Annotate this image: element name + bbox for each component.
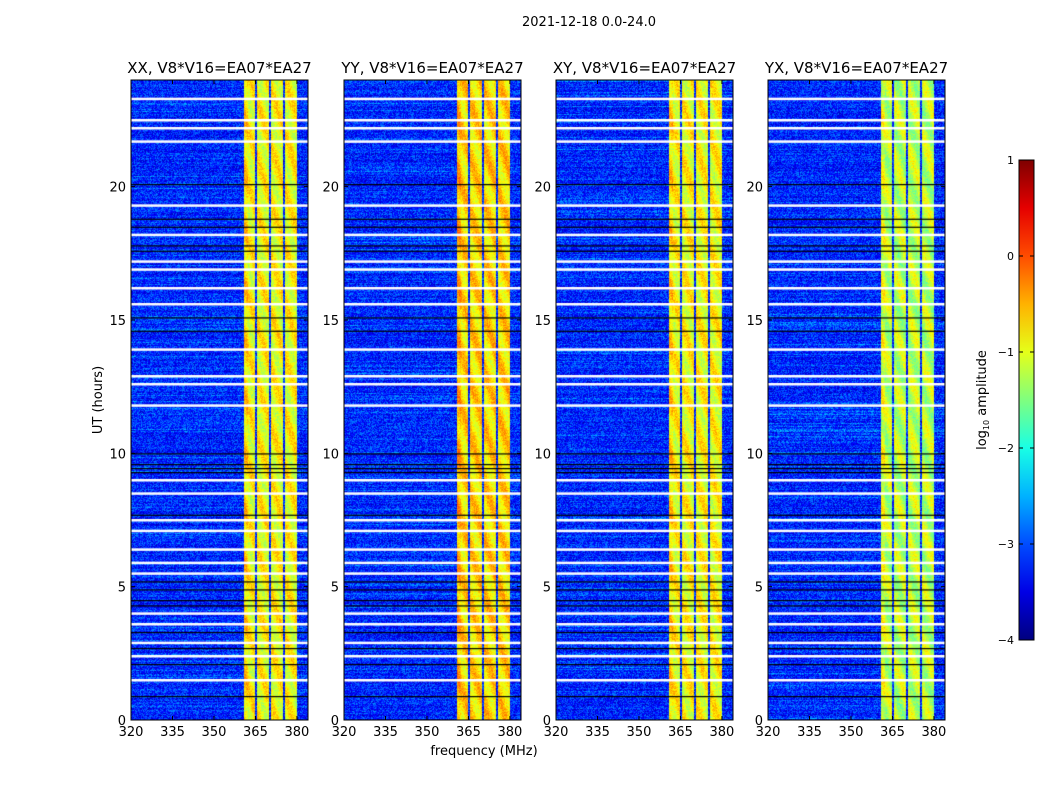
x-axis-label: frequency (MHz) bbox=[430, 744, 537, 759]
y-tick-label: 10 bbox=[746, 447, 763, 462]
y-tick-label: 0 bbox=[543, 714, 551, 729]
colorbar-tick-label: 0 bbox=[1007, 250, 1014, 263]
y-tick-label: 20 bbox=[746, 181, 763, 196]
heatmap-panel-1 bbox=[131, 80, 308, 720]
panel-frame-4 bbox=[767, 79, 946, 721]
x-tick-label: 365 bbox=[880, 725, 905, 740]
y-tick-label: 10 bbox=[109, 447, 126, 462]
panel-title-4: YX, V8*V16=EA07*EA27 bbox=[764, 59, 948, 77]
x-tick-label: 380 bbox=[498, 725, 523, 740]
colorbar-tick-label: −1 bbox=[998, 346, 1014, 359]
y-tick-label: 20 bbox=[109, 181, 126, 196]
panel-frame-2 bbox=[343, 79, 522, 721]
y-tick-label: 10 bbox=[534, 447, 551, 462]
y-tick-label: 15 bbox=[746, 314, 763, 329]
panel-frame-1 bbox=[130, 79, 309, 721]
x-tick-label: 320 bbox=[119, 725, 144, 740]
x-tick-label: 365 bbox=[668, 725, 693, 740]
heatmap-panel-2 bbox=[344, 80, 521, 720]
x-tick-label: 365 bbox=[243, 725, 268, 740]
colorbar-tick-label: −2 bbox=[998, 442, 1014, 455]
colorbar-label-rest: amplitude bbox=[975, 350, 990, 420]
x-tick-label: 350 bbox=[202, 725, 227, 740]
y-tick-label: 0 bbox=[331, 714, 339, 729]
y-tick-label: 5 bbox=[118, 581, 126, 596]
x-tick-label: 350 bbox=[415, 725, 440, 740]
x-tick-label: 350 bbox=[839, 725, 864, 740]
heatmap-panel-3 bbox=[556, 80, 733, 720]
x-tick-label: 350 bbox=[627, 725, 652, 740]
colorbar-label: log10 amplitude bbox=[975, 350, 991, 450]
y-tick-label: 0 bbox=[755, 714, 763, 729]
y-tick-label: 5 bbox=[543, 581, 551, 596]
heatmap-panel-4 bbox=[768, 80, 945, 720]
panel-frame-3 bbox=[555, 79, 734, 721]
y-tick-label: 5 bbox=[755, 581, 763, 596]
colorbar-label-sub: 10 bbox=[982, 420, 991, 430]
colorbar-tick-label: −4 bbox=[998, 634, 1014, 647]
y-tick-label: 15 bbox=[109, 314, 126, 329]
suptitle: 2021-12-18 0.0-24.0 bbox=[522, 15, 656, 30]
y-tick-label: 10 bbox=[322, 447, 339, 462]
y-tick-label: 0 bbox=[118, 714, 126, 729]
colorbar bbox=[1018, 159, 1035, 641]
x-tick-label: 335 bbox=[373, 725, 398, 740]
colorbar-label-main: log bbox=[975, 430, 990, 450]
x-tick-label: 335 bbox=[585, 725, 610, 740]
x-tick-label: 320 bbox=[332, 725, 357, 740]
y-tick-label: 20 bbox=[534, 181, 551, 196]
panel-title-3: XY, V8*V16=EA07*EA27 bbox=[553, 59, 736, 77]
panel-title-2: YY, V8*V16=EA07*EA27 bbox=[340, 59, 523, 77]
x-tick-label: 365 bbox=[456, 725, 481, 740]
x-tick-label: 320 bbox=[544, 725, 569, 740]
y-axis-label: UT (hours) bbox=[91, 366, 106, 434]
y-tick-label: 20 bbox=[322, 181, 339, 196]
x-tick-label: 380 bbox=[710, 725, 735, 740]
y-tick-label: 15 bbox=[534, 314, 551, 329]
colorbar-tick-label: 1 bbox=[1007, 154, 1014, 167]
x-tick-label: 335 bbox=[160, 725, 185, 740]
y-tick-label: 15 bbox=[322, 314, 339, 329]
x-tick-label: 380 bbox=[285, 725, 310, 740]
y-tick-label: 5 bbox=[331, 581, 339, 596]
x-tick-label: 335 bbox=[797, 725, 822, 740]
x-tick-label: 320 bbox=[756, 725, 781, 740]
colorbar-tick-label: −3 bbox=[998, 538, 1014, 551]
x-tick-label: 380 bbox=[922, 725, 947, 740]
panel-title-1: XX, V8*V16=EA07*EA27 bbox=[127, 59, 311, 77]
